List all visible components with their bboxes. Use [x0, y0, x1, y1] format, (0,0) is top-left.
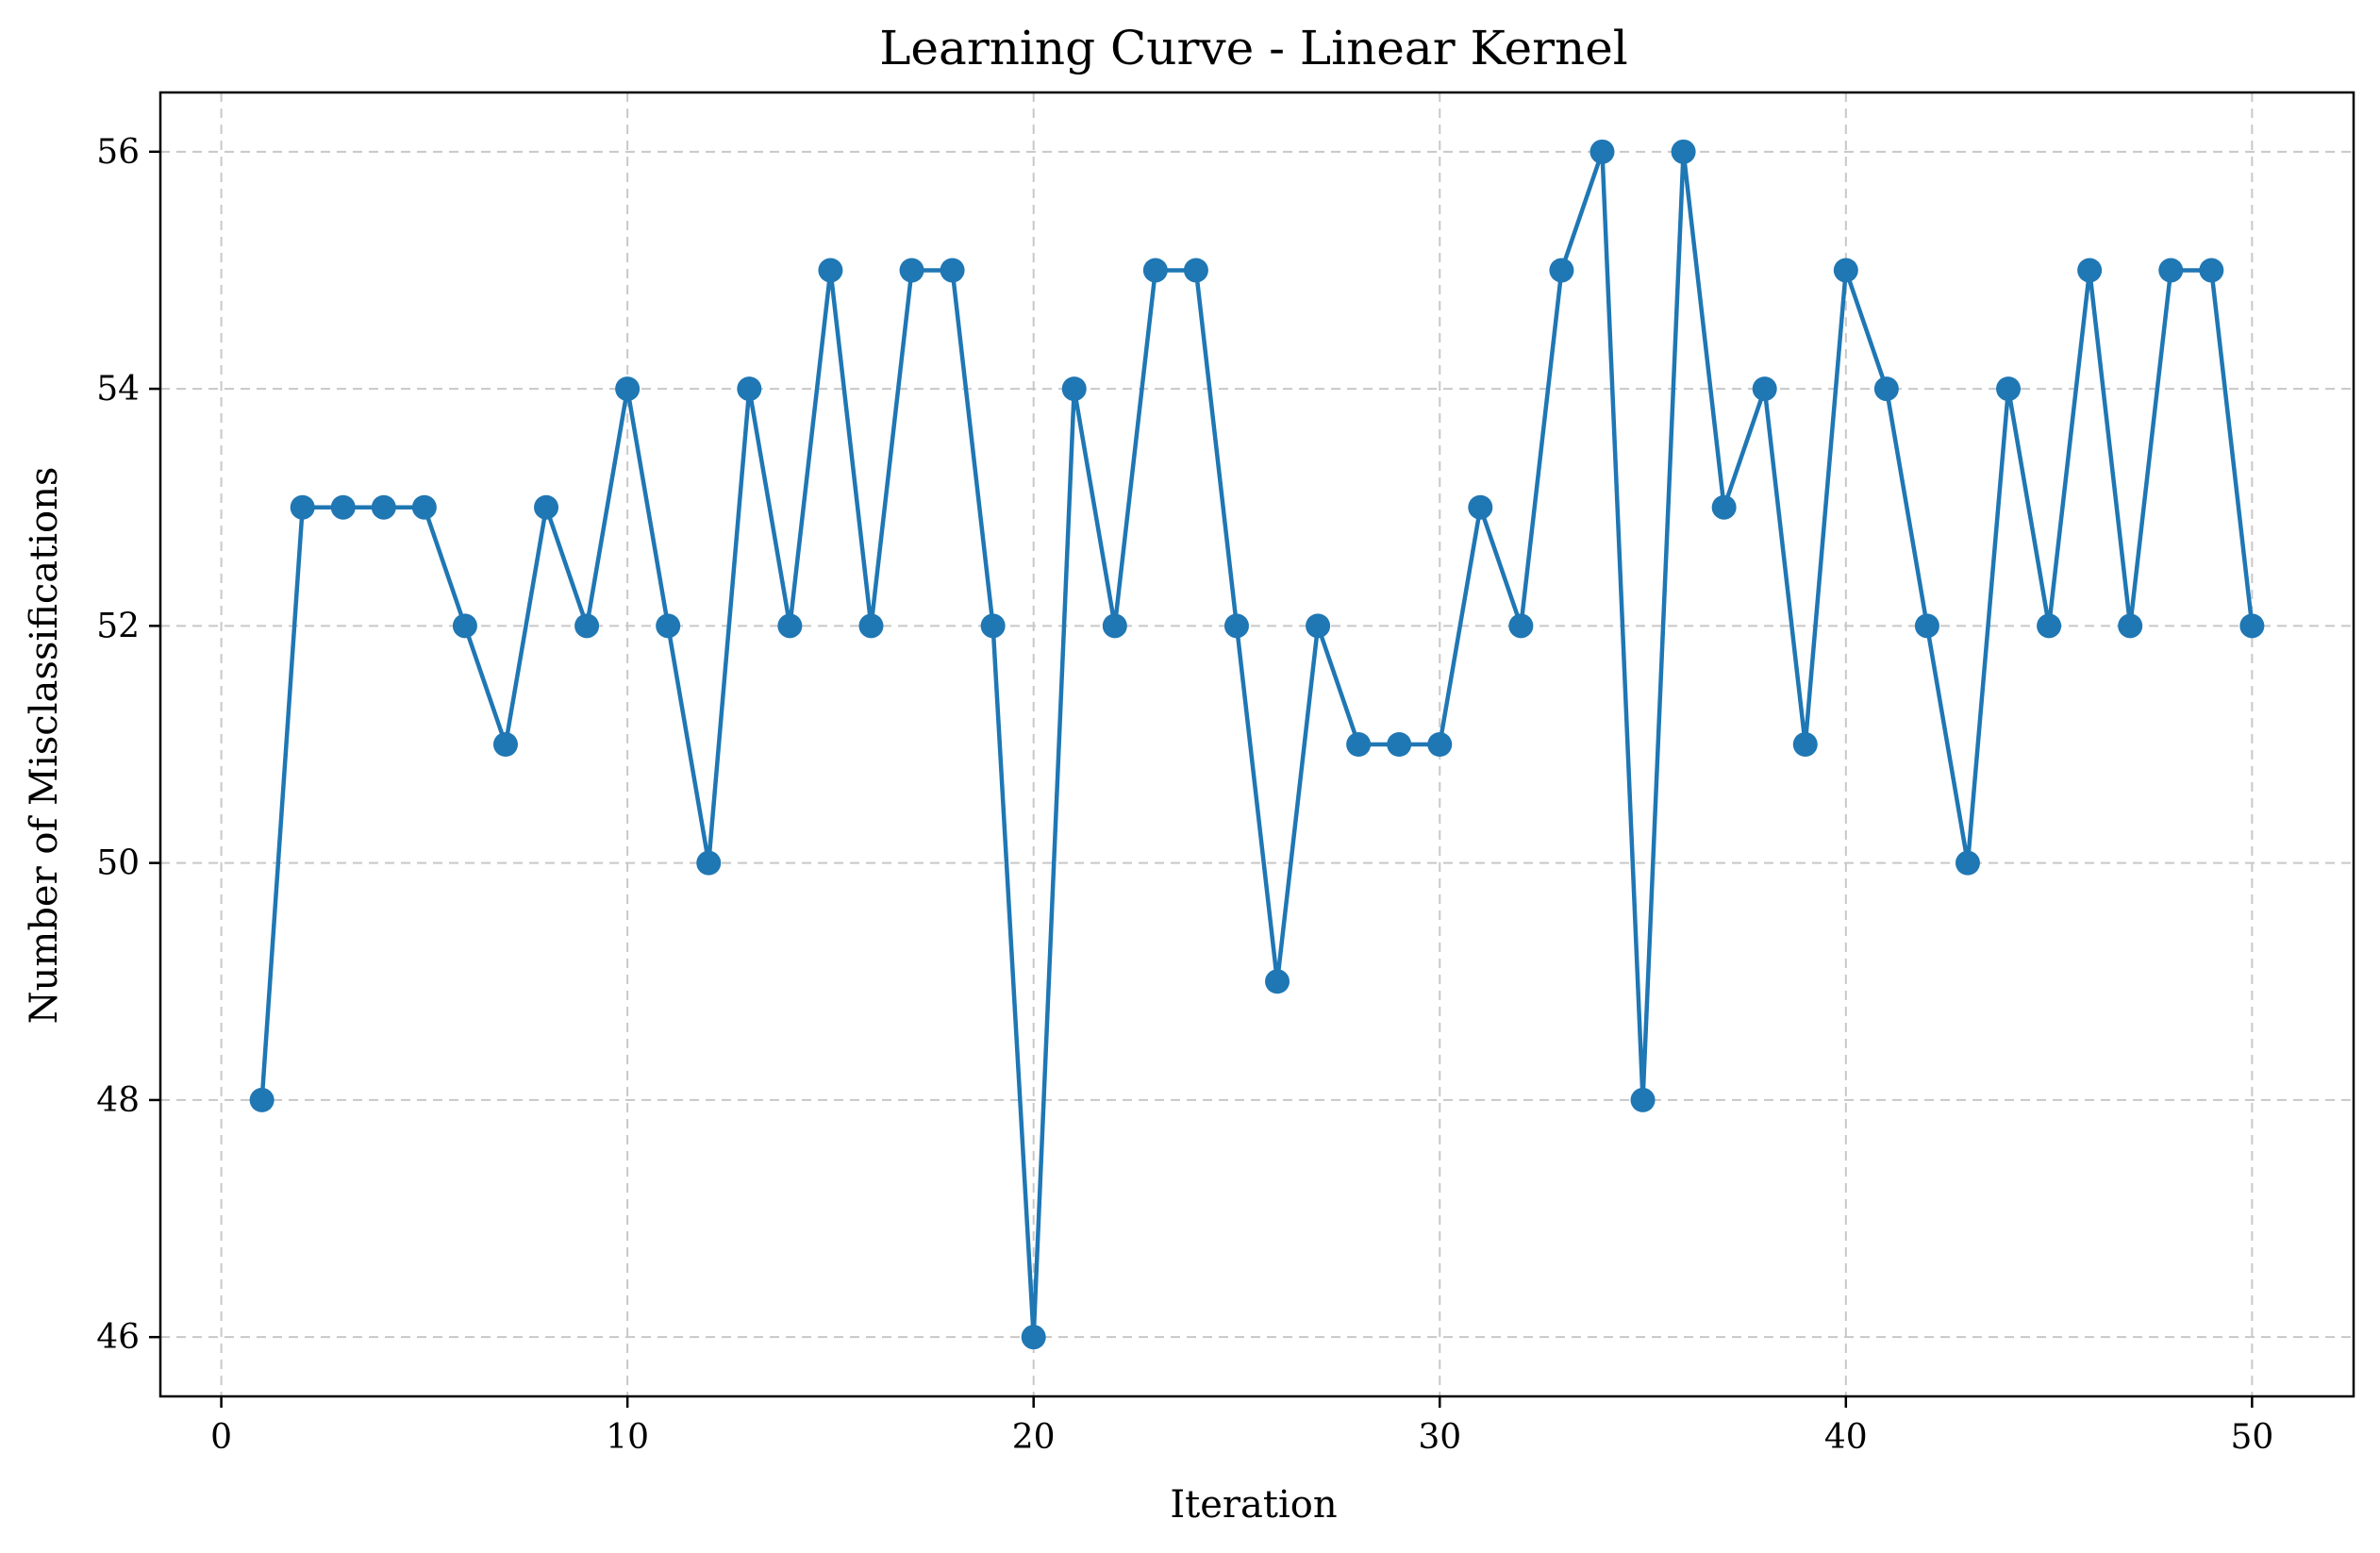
- x-tick-label: 40: [1824, 1418, 1868, 1457]
- data-point: [696, 850, 722, 876]
- y-tick-label: 56: [96, 133, 140, 172]
- x-tick-label: 30: [1418, 1418, 1461, 1457]
- data-point: [1142, 258, 1168, 283]
- data-point: [1387, 732, 1412, 757]
- y-tick-label: 50: [96, 844, 140, 883]
- data-point: [940, 258, 965, 283]
- data-point: [330, 494, 356, 520]
- data-point: [1183, 258, 1208, 283]
- data-point: [1102, 613, 1127, 639]
- data-point: [2199, 258, 2224, 283]
- data-point: [1508, 613, 1534, 639]
- data-point: [452, 613, 477, 639]
- x-tick-label: 10: [606, 1418, 649, 1457]
- data-point: [2239, 613, 2265, 639]
- data-point: [371, 494, 396, 520]
- data-point: [1427, 732, 1453, 757]
- data-point: [737, 376, 762, 402]
- x-tick-label: 50: [2230, 1418, 2273, 1457]
- data-point: [1061, 376, 1087, 402]
- y-tick-label: 46: [96, 1318, 140, 1357]
- data-point: [1873, 376, 1899, 402]
- series-layer: [249, 139, 2265, 1350]
- data-point: [1223, 613, 1249, 639]
- data-point: [1792, 732, 1818, 757]
- ticks: 0 10 20 30 40 50 46 48 50 52 54 56: [96, 133, 2273, 1457]
- data-point: [2118, 613, 2143, 639]
- data-point: [492, 732, 518, 757]
- data-point: [1914, 613, 1939, 639]
- data-point: [1833, 258, 1858, 283]
- data-point: [1955, 850, 1980, 876]
- data-point: [1021, 1325, 1046, 1350]
- data-point: [2077, 258, 2103, 283]
- x-tick-label: 20: [1012, 1418, 1056, 1457]
- data-point: [411, 494, 437, 520]
- data-point: [656, 613, 681, 639]
- data-point: [777, 613, 803, 639]
- data-point: [1346, 732, 1372, 757]
- y-tick-label: 52: [96, 607, 140, 645]
- data-point: [1711, 494, 1737, 520]
- data-point: [1306, 613, 1331, 639]
- data-point: [980, 613, 1006, 639]
- plot-frame: [158, 91, 2355, 1398]
- data-point: [2158, 258, 2184, 283]
- x-tick-label: 0: [210, 1418, 232, 1457]
- data-point: [818, 258, 843, 283]
- data-point: [249, 1087, 275, 1112]
- data-point: [1589, 139, 1615, 164]
- data-point: [1549, 258, 1574, 283]
- data-point: [290, 494, 315, 520]
- series-line: [259, 149, 2255, 1340]
- data-point: [858, 613, 884, 639]
- data-point: [899, 258, 924, 283]
- grid: [160, 92, 2354, 1396]
- data-point: [534, 494, 559, 520]
- data-point: [2037, 613, 2062, 639]
- data-point: [1996, 376, 2022, 402]
- y-tick-label: 48: [96, 1081, 140, 1120]
- chart-title: Learning Curve - Linear Kernel: [879, 21, 1628, 75]
- data-point: [1468, 494, 1493, 520]
- data-point: [1671, 139, 1696, 164]
- x-axis-label: Iteration: [1170, 1483, 1337, 1527]
- data-point: [1630, 1087, 1656, 1112]
- y-tick-label: 54: [96, 370, 140, 409]
- data-point: [1265, 969, 1290, 994]
- data-point: [615, 376, 641, 402]
- y-axis-label: Number of Misclassifications: [23, 467, 66, 1025]
- data-point: [574, 613, 600, 639]
- data-point: [1752, 376, 1777, 402]
